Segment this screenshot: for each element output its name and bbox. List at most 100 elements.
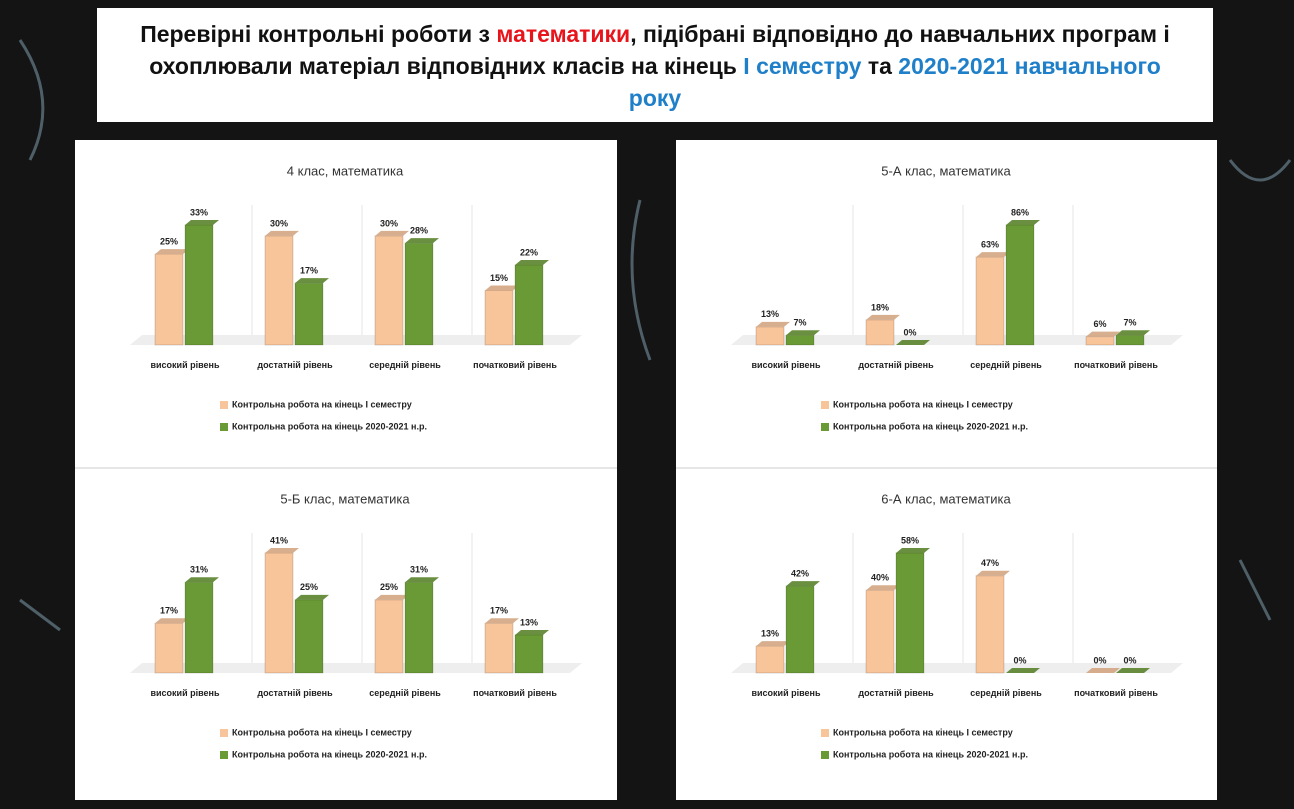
value-label: 47% [981,558,999,568]
x-tick-label-box: початковий рівень [1074,688,1158,698]
bar-top [896,340,930,345]
value-label: 42% [791,568,809,578]
plot-floor [731,663,1183,673]
chart-title: 5-А клас, математика [881,163,1011,178]
plot-floor [130,663,582,673]
x-tick-label-box: початковий рівень [1074,360,1158,370]
bar [404,581,434,674]
bar-top [515,629,549,635]
value-label: 58% [901,535,919,545]
x-tick-label-box: достатній рівень [257,360,333,370]
bar [755,645,785,674]
bar-top [155,249,189,255]
bar [404,242,434,346]
value-label: 6% [1093,319,1106,329]
value-label: 40% [871,573,889,583]
x-tick-label: достатній рівень [257,360,333,370]
bar-top [1086,668,1120,673]
value-label: 86% [1011,207,1029,217]
panel [676,140,1217,800]
value-label: 17% [160,606,178,616]
legend-label: Контрольна робота на кінець 2020-2021 н.… [833,749,1028,759]
bar [1085,336,1115,346]
bar [865,319,895,346]
bar-top [866,585,900,591]
x-tick-label-box: достатній рівень [858,688,933,698]
bar-top [265,230,299,236]
x-tick-label-box: початковий рівень [473,688,557,698]
bar-top [896,548,930,553]
x-tick-label-box: високий рівень [150,688,219,698]
value-label: 18% [871,302,889,312]
value-label: 13% [761,309,779,319]
title-part: 2020-2021 навчального року [628,53,1161,111]
value-label: 22% [520,247,538,257]
x-tick-label-box: початковий рівень [473,360,557,370]
bar [154,253,184,346]
legend-swatch [220,423,228,431]
legend-swatch [220,401,228,409]
legend-label: Контрольна робота на кінець І семестру [232,399,412,409]
x-tick-label: високий рівень [150,360,220,370]
value-label: 15% [490,273,508,283]
bar [975,256,1005,346]
bar [484,622,514,674]
bar-top [756,641,790,647]
x-tick-label: середній рівень [369,360,441,370]
title-part: І семестру [743,53,862,79]
bar-top [265,548,299,553]
bar [1115,334,1145,346]
bar [154,622,184,674]
bar [755,326,785,346]
bar-top [786,330,820,336]
x-tick-label: початковий рівень [1074,688,1158,698]
chart-title: 6-А клас, математика [881,491,1011,506]
bar [294,599,324,674]
bar-top [1116,330,1150,336]
x-tick-label: середній рівень [369,688,441,698]
x-tick-label-box: високий рівень [751,688,821,698]
bar [865,589,895,674]
value-label: 7% [1123,318,1136,328]
bar-top [155,618,189,624]
legend-swatch [821,751,829,759]
legend-swatch [821,423,829,431]
value-label: 25% [160,236,178,246]
legend-label: Контрольна робота на кінець 2020-2021 н.… [833,421,1028,431]
title-part: Перевірні контрольні роботи з [140,21,497,47]
value-label: 28% [410,226,428,236]
x-tick-label-box: середній рівень [369,688,441,698]
x-tick-label: середній рівень [970,688,1042,698]
bar-top [185,220,219,225]
x-tick-label: високий рівень [751,360,821,370]
plot-floor [130,335,582,345]
value-label: 7% [793,318,806,328]
value-label: 13% [761,628,779,638]
x-tick-label: достатній рівень [858,360,934,370]
value-label: 17% [300,266,318,276]
bar [785,585,815,674]
bar-top [405,577,439,583]
bar [785,334,815,346]
value-label: 13% [520,617,538,627]
bar-top [295,278,329,284]
bar-top [1006,668,1040,673]
value-label: 17% [490,606,508,616]
bar-top [976,252,1010,258]
legend-swatch [220,729,228,737]
value-label: 0% [1013,655,1026,665]
bar [264,552,294,674]
chart-title: 5-Б клас, математика [280,491,410,506]
value-label: 0% [1093,655,1106,665]
bar-top [515,260,549,265]
bar-top [485,618,519,624]
value-label: 63% [981,239,999,249]
legend-swatch [821,401,829,409]
legend-label: Контрольна робота на кінець І семестру [833,727,1013,737]
bar-top [786,581,820,587]
bar-top [1006,220,1040,225]
value-label: 25% [380,582,398,592]
value-label: 30% [380,218,398,228]
x-tick-label: високий рівень [751,688,821,698]
x-tick-label-box: середній рівень [970,688,1042,698]
